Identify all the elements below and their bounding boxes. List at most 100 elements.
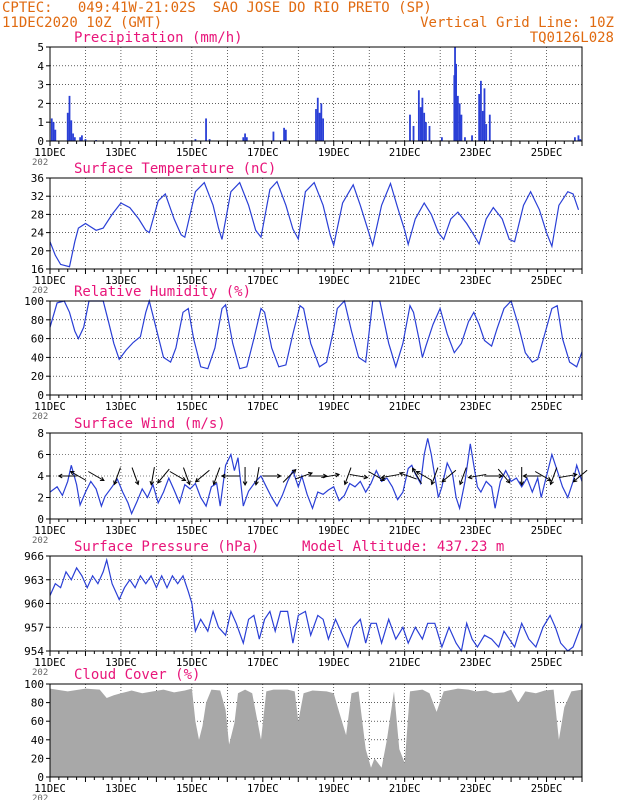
x-date-label: 17DEC: [247, 401, 279, 413]
x-date-label: 25DEC: [531, 525, 563, 537]
precip-bar: [460, 114, 463, 141]
wind-arrow-head: [467, 474, 473, 480]
x-date-label: 25DEC: [531, 783, 563, 795]
wind-arrow: [381, 473, 400, 479]
precip-bar: [205, 118, 207, 141]
x-date-label: 15DEC: [176, 657, 208, 669]
precip-bar: [244, 133, 246, 141]
y-tick-label: 960: [24, 598, 44, 611]
header-run-date: 11DEC2020 10Z (GMT): [2, 15, 163, 31]
x-year-label: 202: [32, 794, 48, 800]
wind-arrow-head: [549, 480, 554, 486]
x-date-label: 21DEC: [389, 275, 421, 287]
y-tick-label: 0: [37, 389, 44, 402]
y-tick-label: 957: [24, 621, 44, 634]
wind-arrow-head: [149, 480, 155, 486]
y-tick-label: 40: [31, 734, 44, 747]
panel-title: Precipitation (mm/h): [74, 30, 243, 46]
wind-arrow-head: [459, 480, 464, 486]
y-tick-label: 966: [24, 550, 44, 563]
x-date-label: 11DEC: [34, 275, 66, 287]
y-tick-label: 100: [24, 295, 44, 308]
precip-bar: [455, 63, 457, 141]
x-date-label: 21DEC: [389, 401, 421, 413]
wind-arrow-head: [157, 478, 162, 484]
cloud-cover-area: [50, 688, 582, 777]
header-station: CPTEC: 049:41W-21:02S SAO JOSE DO RIO PR…: [2, 0, 432, 16]
x-date-label: 17DEC: [247, 147, 279, 159]
precip-bar: [577, 135, 580, 141]
precip-bar: [425, 122, 427, 141]
x-date-label: 19DEC: [318, 147, 350, 159]
y-tick-label: 80: [31, 314, 44, 327]
wind-arrow-head: [430, 480, 436, 486]
chart-panel-2: [46, 177, 583, 274]
panel-title: Surface Pressure (hPa): [74, 539, 259, 555]
wind-arrow-head: [291, 468, 297, 474]
x-date-label: 17DEC: [247, 783, 279, 795]
wind-arrow-head: [363, 474, 369, 480]
y-tick-label: 20: [31, 752, 44, 765]
x-date-label: 25DEC: [531, 401, 563, 413]
y-tick-label: 0: [37, 513, 44, 526]
precip-bar: [458, 103, 461, 141]
chart-panel-6: [46, 683, 583, 782]
precip-bar: [50, 118, 53, 141]
wind-arrow: [131, 467, 139, 485]
x-date-label: 17DEC: [247, 275, 279, 287]
x-date-label: 15DEC: [176, 525, 208, 537]
precip-bar: [419, 107, 422, 141]
wind-arrow: [321, 473, 340, 479]
panel-title: Surface Wind (m/s): [74, 416, 226, 432]
precip-bar: [322, 118, 324, 141]
wind-arrow-head: [398, 471, 404, 477]
wind-arrow: [550, 467, 558, 485]
chart-panel-3: [46, 298, 583, 400]
x-date-label: 15DEC: [176, 401, 208, 413]
precip-bar: [245, 137, 248, 141]
wind-arrow: [459, 467, 467, 485]
header-grid-line: Vertical Grid Line: 10Z: [420, 15, 614, 31]
wind-arrow: [294, 472, 313, 480]
wind-arrow-head: [380, 474, 386, 480]
y-tick-label: 4: [37, 60, 44, 73]
wind-arrow: [534, 471, 552, 481]
precip-bar: [194, 139, 197, 141]
precip-bar: [409, 114, 411, 141]
x-date-label: 25DEC: [531, 275, 563, 287]
wind-arrow-head: [308, 471, 314, 477]
wind-arrow-head: [254, 480, 259, 486]
chart-panel-1: [46, 46, 583, 146]
y-tick-label: 32: [31, 190, 44, 203]
precip-bar: [70, 120, 73, 141]
wind-arrow: [255, 467, 260, 485]
wind-arrow: [412, 467, 423, 485]
x-date-label: 19DEC: [318, 401, 350, 413]
wind-arrow: [497, 468, 511, 484]
precip-bar: [284, 129, 287, 141]
wind-arrow: [441, 469, 457, 483]
wind-arrow-head: [519, 481, 525, 487]
x-date-label: 21DEC: [389, 657, 421, 669]
precip-bar: [485, 124, 488, 141]
wind-arrow: [113, 467, 121, 485]
wind-arrow-head: [522, 473, 528, 479]
wind-arrow-head: [220, 473, 226, 479]
precip-bar: [478, 94, 481, 141]
x-date-label: 23DEC: [460, 275, 492, 287]
wind-arrow-head: [181, 476, 187, 482]
x-date-label: 11DEC: [34, 657, 66, 669]
precip-bar: [54, 129, 57, 141]
wind-arrow-head: [335, 472, 341, 478]
precip-bar: [483, 88, 486, 141]
precip-bar: [208, 139, 211, 141]
y-tick-label: 40: [31, 351, 44, 364]
x-date-label: 17DEC: [247, 525, 279, 537]
precip-bar: [441, 137, 443, 141]
wind-arrow: [70, 471, 87, 481]
x-date-label: 13DEC: [105, 783, 137, 795]
y-tick-label: 2: [37, 97, 44, 110]
wind-arrow: [399, 472, 417, 480]
x-date-label: 25DEC: [531, 147, 563, 159]
